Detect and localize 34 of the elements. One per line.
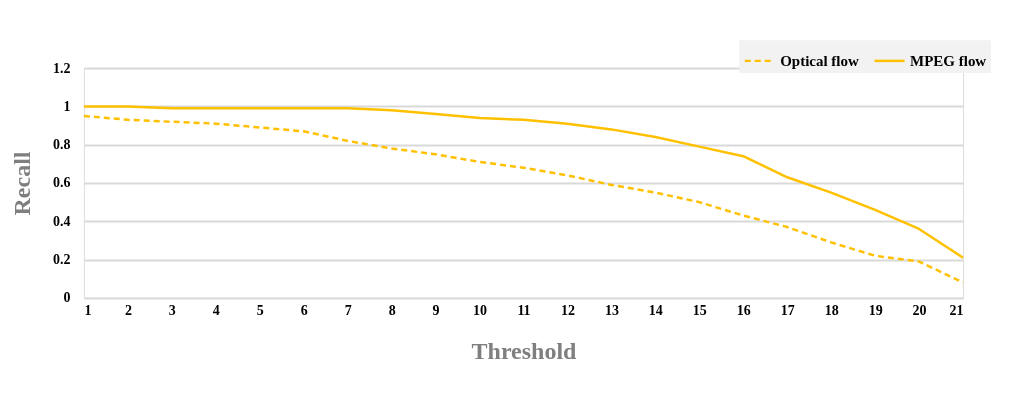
y-tick-label: 0.2 xyxy=(52,252,71,268)
y-tick-label: 0.4 xyxy=(52,213,71,229)
y-tick-label: 0.8 xyxy=(52,137,71,153)
line-series xyxy=(82,114,965,284)
y-axis-title: Recall xyxy=(8,151,35,216)
x-tick-label: 3 xyxy=(168,303,176,319)
x-tick-label: 1 xyxy=(84,303,92,319)
legend-label: Optical flow xyxy=(780,52,859,69)
x-tick-label: 10 xyxy=(473,303,488,319)
x-tick-label: 14 xyxy=(648,303,663,319)
x-tick-label: 4 xyxy=(212,303,220,319)
y-tick-label: 0.6 xyxy=(52,175,71,191)
x-tick-label: 6 xyxy=(300,303,308,319)
legend-label: MPEG flow xyxy=(910,52,987,69)
x-tick-label: 7 xyxy=(344,303,352,319)
x-tick-label: 20 xyxy=(912,303,927,319)
x-tick-label: 8 xyxy=(388,303,396,319)
x-tick-label: 16 xyxy=(736,303,751,319)
x-tick-label: 9 xyxy=(432,303,440,319)
line-series xyxy=(82,105,965,259)
x-tick-label: 21 xyxy=(949,303,964,319)
x-tick-label: 5 xyxy=(256,303,264,319)
y-tick-label: 1.2 xyxy=(52,60,71,76)
y-tick-label: 1 xyxy=(63,98,71,114)
x-tick-label: 13 xyxy=(604,303,619,319)
x-tick-label: 19 xyxy=(868,303,883,319)
x-tick-label: 12 xyxy=(560,303,575,319)
x-tick-label: 15 xyxy=(692,303,707,319)
x-tick-label: 18 xyxy=(824,303,839,319)
x-tick-label: 11 xyxy=(517,303,531,319)
y-tick-label: 0 xyxy=(63,290,71,306)
x-tick-label: 2 xyxy=(124,303,132,319)
x-axis-title: Threshold xyxy=(471,338,578,365)
x-tick-label: 17 xyxy=(780,303,795,319)
